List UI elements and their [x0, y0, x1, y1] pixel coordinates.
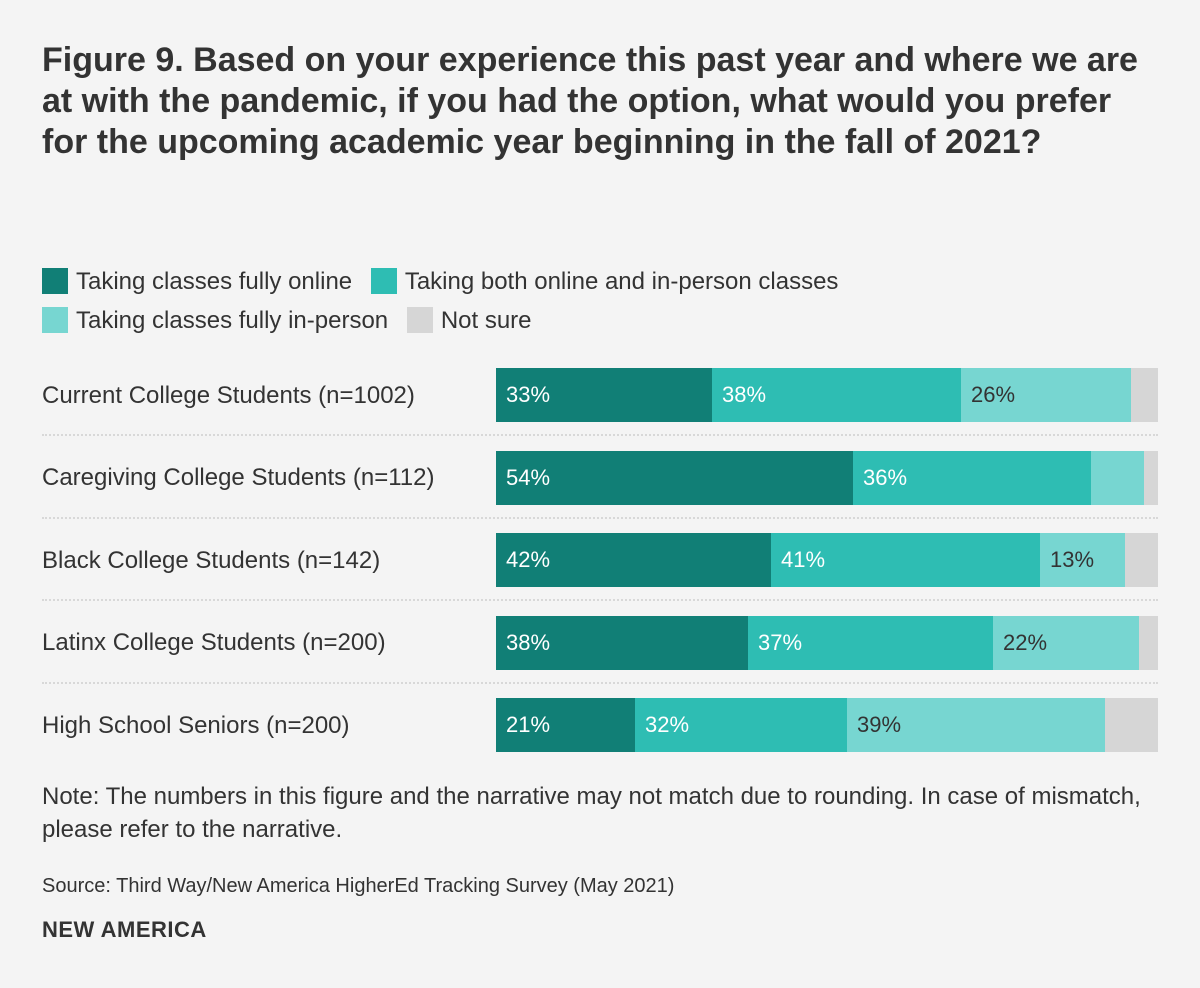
legend-swatch-3 [406, 307, 433, 333]
data-label-1-1: 36% [863, 464, 908, 490]
row-divider-1 [42, 516, 1158, 519]
bar-segment-2-3 [1125, 533, 1158, 587]
bar-segment-3-3 [1139, 615, 1158, 670]
bar-segment-4-0: 21% [496, 698, 635, 752]
bar-segment-1-2 [1091, 450, 1144, 505]
data-label-0-0: 33% [506, 382, 551, 407]
data-label-4-0: 21% [506, 712, 551, 737]
bar-segment-2-2: 13% [1040, 533, 1125, 587]
legend-label-3: Not sure [440, 307, 532, 334]
row-divider-3 [42, 681, 1158, 684]
bar-segment-0-2: 26% [961, 368, 1131, 422]
data-label-3-1: 37% [758, 629, 803, 655]
bar-row-1: 54% 36% [496, 450, 1158, 505]
bar-segment-4-3 [1105, 698, 1158, 752]
data-label-1-0: 54% [506, 464, 551, 490]
bar-segment-2-0: 42% [496, 533, 771, 587]
data-label-3-2: 22% [1003, 629, 1048, 655]
category-label-0: Current College Students (n=1002) [42, 381, 415, 409]
bar-row-2: 42% 41% 13% [496, 533, 1158, 587]
bar-segment-1-1: 36% [853, 450, 1091, 505]
legend-item-0: Taking classes fully online [42, 268, 352, 295]
data-label-2-0: 42% [506, 547, 551, 572]
bar-segment-4-1: 32% [635, 698, 847, 752]
data-label-0-2: 26% [971, 382, 1016, 407]
bar-segment-0-1: 38% [712, 368, 961, 422]
bar-row-3: 38% 37% 22% [496, 615, 1158, 670]
data-label-0-1: 38% [722, 382, 767, 407]
data-label-4-1: 32% [645, 712, 690, 737]
legend-item-3: Not sure [406, 307, 532, 334]
bar-segment-3-0: 38% [496, 615, 748, 670]
data-label-4-2: 39% [857, 712, 902, 737]
chart-title: Figure 9. Based on your experience this … [42, 41, 1138, 161]
legend-swatch-0 [42, 268, 68, 294]
category-label-1: Caregiving College Students (n=112) [42, 464, 435, 491]
chart-legend: Taking classes fully online Taking both … [42, 262, 1152, 340]
brand-logo-text: NEW AMERICA [42, 917, 207, 942]
category-label-3: Latinx College Students (n=200) [42, 629, 386, 656]
legend-label-1: Taking both online and in-person classes [404, 268, 839, 295]
data-label-2-2: 13% [1050, 547, 1095, 572]
bar-segment-0-3 [1131, 368, 1158, 422]
legend-label-0: Taking classes fully online [76, 268, 353, 295]
legend-swatch-2 [42, 307, 68, 333]
bar-segment-0-0: 33% [496, 368, 712, 422]
data-label-2-1: 41% [781, 547, 826, 572]
bar-segment-1-0: 54% [496, 450, 853, 505]
bar-segment-3-2: 22% [993, 615, 1139, 670]
legend-swatch-1 [370, 268, 397, 294]
chart-note: Note: The numbers in this figure and the… [42, 783, 1141, 843]
legend-item-1: Taking both online and in-person classes [370, 268, 839, 295]
row-divider-0 [42, 434, 1158, 436]
bar-row-0: 33% 38% 26% [496, 368, 1158, 422]
legend-label-2: Taking classes fully in-person [76, 307, 389, 334]
bar-row-4: 21% 32% 39% [496, 698, 1158, 752]
bar-segment-2-1: 41% [771, 533, 1040, 587]
legend-item-2: Taking classes fully in-person [42, 307, 388, 334]
chart-source: Source: Third Way/New America HigherEd T… [42, 875, 675, 897]
data-label-3-0: 38% [506, 629, 551, 655]
bar-segment-3-1: 37% [748, 615, 993, 670]
category-label-2: Black College Students (n=142) [42, 546, 381, 574]
bar-segment-4-2: 39% [847, 698, 1105, 752]
bar-segment-1-3 [1144, 450, 1158, 505]
row-divider-2 [42, 599, 1158, 601]
category-label-4: High School Seniors (n=200) [42, 711, 350, 739]
